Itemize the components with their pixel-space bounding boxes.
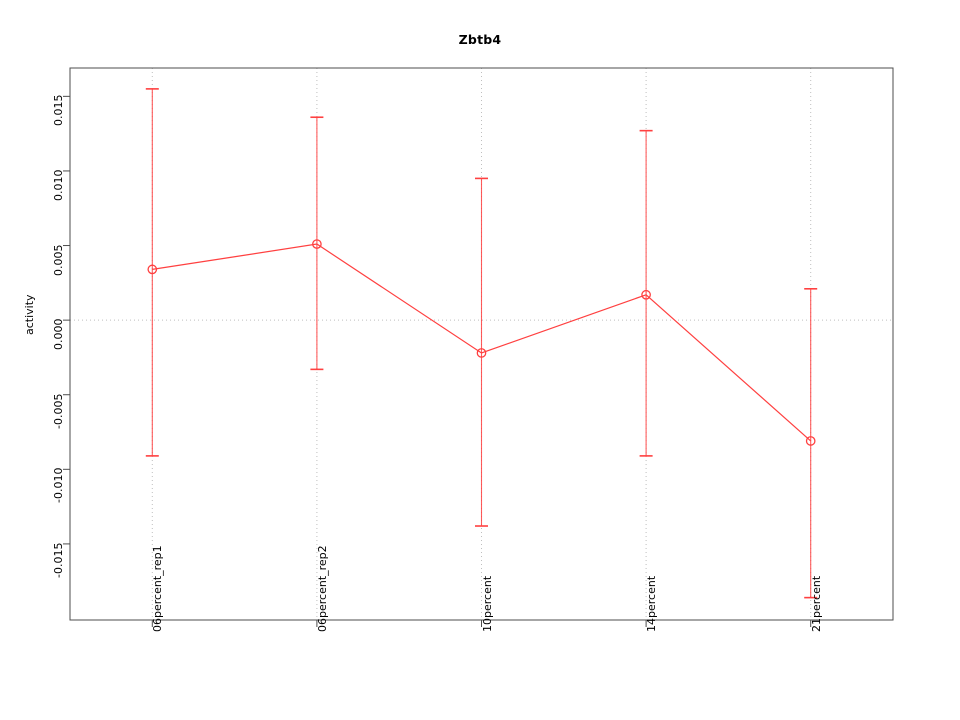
data-point-marker (476, 348, 487, 358)
x-axis-tick-label: 21percent (809, 575, 823, 632)
x-axis-tick-label: 14percent (645, 575, 659, 632)
y-axis-tick-label: 0.015 (51, 94, 65, 127)
data-point-marker (805, 436, 816, 446)
y-axis-tick-label: -0.005 (51, 393, 65, 429)
series-line (152, 243, 812, 442)
data-series (145, 88, 818, 599)
y-axis-tick-label: 0.000 (51, 318, 65, 351)
y-axis-tick-label: 0.010 (51, 169, 65, 201)
data-point-marker (147, 264, 158, 275)
y-axis-tick-label: 0.005 (51, 244, 65, 276)
x-axis-tick-label: 06percent_rep1 (151, 545, 165, 632)
x-axis-tick-label: 06percent_rep2 (315, 545, 329, 632)
data-point-marker (641, 289, 651, 300)
data-point-marker (312, 239, 322, 249)
axis-ticks (63, 95, 812, 627)
x-axis-tick-label: 10percent (480, 575, 494, 632)
y-axis-tick-label: -0.010 (51, 467, 65, 504)
chart-title: Zbtb4 (458, 32, 502, 47)
y-axis-tick-label: -0.015 (51, 542, 65, 578)
